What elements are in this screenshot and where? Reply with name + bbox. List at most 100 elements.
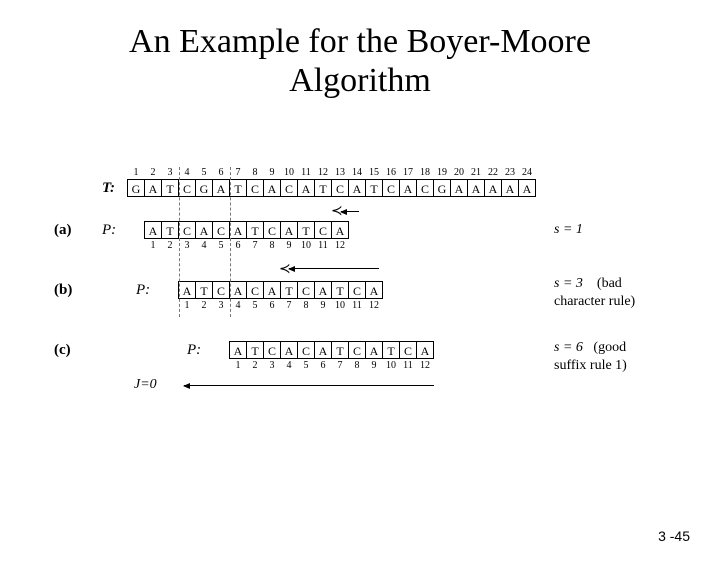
cell: A — [348, 179, 366, 197]
cell: T — [161, 179, 179, 197]
arrow-2 — [289, 268, 379, 269]
index: 10 — [280, 167, 298, 178]
cell: C — [178, 179, 196, 197]
index: 8 — [263, 240, 281, 251]
pattern-c-cells: ATCACATCATCA — [230, 341, 434, 359]
index: 6 — [212, 167, 230, 178]
cell: C — [297, 341, 315, 359]
index: 15 — [365, 167, 383, 178]
cell: A — [229, 281, 247, 299]
p-label-c: P: — [187, 342, 201, 359]
index: 11 — [348, 300, 366, 311]
index: 11 — [297, 167, 315, 178]
cell: T — [161, 221, 179, 239]
index: 12 — [365, 300, 383, 311]
cell: T — [365, 179, 383, 197]
cell: C — [331, 179, 349, 197]
cell: T — [314, 179, 332, 197]
cell: A — [280, 221, 298, 239]
index: 7 — [246, 240, 264, 251]
row-c-label: (c) — [54, 342, 71, 359]
index: 9 — [263, 167, 281, 178]
slide-title: An Example for the Boyer-Moore Algorithm — [0, 22, 720, 100]
cell: C — [348, 341, 366, 359]
cell: C — [280, 179, 298, 197]
index: 21 — [467, 167, 485, 178]
s6-note1: (good — [593, 340, 626, 355]
index: 13 — [331, 167, 349, 178]
cell: A — [229, 221, 247, 239]
t-indices: 123456789101112131415161718192021222324 — [128, 167, 536, 178]
index: 6 — [263, 300, 281, 311]
index: 14 — [348, 167, 366, 178]
cell: T — [195, 281, 213, 299]
index: 10 — [297, 240, 315, 251]
title-line-1: An Example for the Boyer-Moore — [129, 23, 591, 60]
s3-note2: character rule) — [554, 294, 635, 309]
cell: A — [331, 221, 349, 239]
cell: A — [263, 281, 281, 299]
index: 4 — [229, 300, 247, 311]
cell: T — [297, 221, 315, 239]
index: 3 — [212, 300, 230, 311]
cell: C — [212, 281, 230, 299]
cell: C — [382, 179, 400, 197]
cell: A — [178, 281, 196, 299]
pattern-a-indices: 123456789101112 — [145, 240, 349, 251]
cell: A — [195, 221, 213, 239]
cell: A — [314, 341, 332, 359]
s6-note2: suffix rule 1) — [554, 358, 627, 373]
cell: A — [263, 179, 281, 197]
cell: C — [178, 221, 196, 239]
index: 23 — [501, 167, 519, 178]
index: 6 — [314, 360, 332, 371]
note-s6: s = 6 (good suffix rule 1) — [554, 339, 627, 374]
index: 4 — [195, 240, 213, 251]
cell: C — [314, 221, 332, 239]
index: 16 — [382, 167, 400, 178]
cell: T — [382, 341, 400, 359]
index: 1 — [127, 167, 145, 178]
cell: A — [450, 179, 468, 197]
index: 11 — [314, 240, 332, 251]
cell: G — [433, 179, 451, 197]
cell: G — [195, 179, 213, 197]
index: 7 — [331, 360, 349, 371]
index: 5 — [246, 300, 264, 311]
index: 5 — [297, 360, 315, 371]
index: 10 — [382, 360, 400, 371]
row-b-label: (b) — [54, 282, 72, 299]
index: 22 — [484, 167, 502, 178]
cell: C — [246, 281, 264, 299]
index: 8 — [297, 300, 315, 311]
index: 18 — [416, 167, 434, 178]
index: 4 — [178, 167, 196, 178]
note-s1: s = 1 — [554, 221, 583, 239]
s1-text: s = 1 — [554, 222, 583, 237]
s3-text: s = 3 — [554, 276, 583, 291]
dash-line-1 — [179, 167, 180, 317]
index: 19 — [433, 167, 451, 178]
title-line-2: Algorithm — [289, 62, 431, 99]
cell: A — [484, 179, 502, 197]
cell: T — [246, 221, 264, 239]
index: 9 — [365, 360, 383, 371]
t-cells: GATCGATCACATCATCACGAAAAA — [128, 179, 536, 197]
cell: G — [127, 179, 145, 197]
index: 7 — [229, 167, 247, 178]
index: 7 — [280, 300, 298, 311]
pattern-b-indices: 123456789101112 — [179, 300, 383, 311]
cell: A — [144, 179, 162, 197]
index: 1 — [144, 240, 162, 251]
cell: A — [399, 179, 417, 197]
index: 12 — [416, 360, 434, 371]
index: 11 — [399, 360, 417, 371]
cell: A — [518, 179, 536, 197]
index: 9 — [280, 240, 298, 251]
cell: C — [212, 221, 230, 239]
j-zero-label: J=0 — [134, 377, 157, 393]
index: 10 — [331, 300, 349, 311]
index: 2 — [161, 240, 179, 251]
index: 1 — [229, 360, 247, 371]
arrow-1 — [341, 211, 359, 212]
